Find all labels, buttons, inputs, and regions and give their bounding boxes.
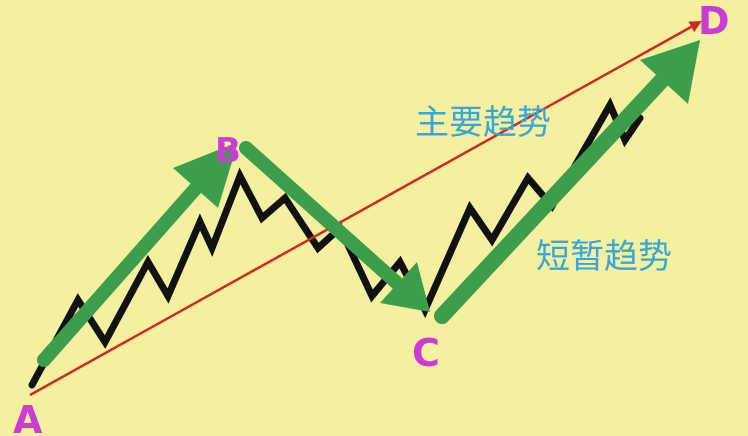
- point-label-a: A: [13, 398, 43, 436]
- short-trend-label: 短暂趋势: [536, 237, 672, 277]
- short-trend-arrow-c-d: [434, 40, 700, 324]
- price-line: [28, 97, 644, 389]
- point-label-c: C: [412, 331, 440, 375]
- short-trend-arrow-b-c: [239, 141, 430, 312]
- point-label-b: B: [215, 131, 241, 171]
- main-trend-label: 主要趋势: [415, 103, 551, 143]
- point-label-d: D: [698, 0, 730, 43]
- main-trend-line: [29, 20, 702, 397]
- short-trend-arrow-a-b: [37, 142, 238, 367]
